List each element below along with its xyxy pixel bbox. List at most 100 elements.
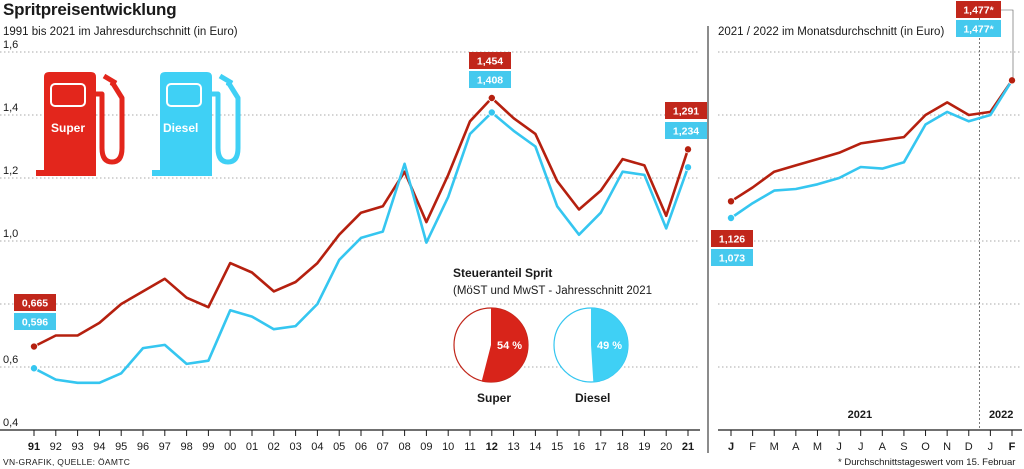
x-tick-label: 21: [682, 441, 694, 453]
x-tick-label: 14: [529, 441, 541, 453]
label-diesel-91-text: 0,596: [22, 317, 48, 329]
x-tick-label: 20: [660, 441, 672, 453]
x-tick-label: 98: [180, 441, 192, 453]
x-tick-label: 10: [442, 441, 454, 453]
label-diesel-12-box: [469, 71, 511, 88]
x-tick-label: 00: [224, 441, 236, 453]
label-super-12-box: [469, 52, 511, 69]
year-label-2022: 2022: [989, 409, 1013, 421]
chart-title: Spritpreisentwicklung: [3, 0, 177, 19]
x-tick-label: 08: [398, 441, 410, 453]
x-tick-label: 96: [137, 441, 149, 453]
month-tick-label: J: [836, 441, 842, 453]
x-tick-label: 12: [486, 441, 498, 453]
x-tick-label: 99: [202, 441, 214, 453]
month-tick-label: J: [728, 441, 734, 453]
x-tick-label: 18: [616, 441, 628, 453]
label-super-91-text: 0,665: [22, 298, 48, 310]
y-tick-label: 1,4: [3, 102, 18, 114]
x-tick-label: 16: [573, 441, 585, 453]
y-tick-label: 1,6: [3, 39, 18, 51]
diesel-pie-percent: 49 %: [597, 340, 622, 352]
super-tax-pie: 54 % Super: [453, 307, 529, 405]
month-tick-label: F: [1009, 441, 1016, 453]
label-diesel-jan21-box: [711, 249, 753, 266]
labels-layer: 0,665 0,596 1,454 1,408 1,291 1,234 1,126 1,073…: [14, 1, 1014, 330]
label-diesel-21-box: [665, 122, 707, 139]
month-tick-label: J: [858, 441, 864, 453]
x-tick-label: 06: [355, 441, 367, 453]
month-tick-label: A: [792, 441, 800, 453]
diesel-peak-dot: [487, 108, 496, 117]
x-tick-label: 02: [268, 441, 280, 453]
label-diesel-feb22-box: [956, 20, 1001, 37]
label-super-feb22-box: [956, 1, 1001, 18]
label-super-21-box: [665, 102, 707, 119]
feb22-leader-line: [1001, 9, 1014, 78]
label-diesel-feb22-text: 1,477*: [963, 24, 994, 36]
tax-share-section: Steueranteil Sprit (MöST und MwST - Jahr…: [453, 266, 652, 405]
diesel-pump-icon: Diesel: [152, 72, 241, 176]
super-peak-dot: [487, 93, 496, 102]
diesel-end-dot: [684, 163, 693, 172]
label-super-91-box: [14, 294, 56, 311]
x-tick-label: 19: [638, 441, 650, 453]
super-pie-slice: [481, 308, 528, 382]
x-tick-label: 17: [595, 441, 607, 453]
diesel-tax-pie: 49 % Diesel: [553, 307, 629, 405]
label-diesel-12-text: 1,408: [477, 75, 503, 87]
diesel-pump-label: Diesel: [163, 121, 198, 135]
month-tick-label: M: [770, 441, 779, 453]
x-tick-label: 93: [71, 441, 83, 453]
axis-layer: 0,4 0,6 1,0 1,2 1,4 1,6 91 92 93 94 95 96 97 98 99 00 01…: [0, 26, 1022, 453]
x-tick-label: 05: [333, 441, 345, 453]
label-super-21-text: 1,291: [673, 106, 699, 118]
month-tick-label: S: [900, 441, 907, 453]
super-end-dot: [684, 145, 693, 154]
footnote: * Durchschnittstageswert vom 15. Februar: [838, 457, 1016, 468]
tax-share-subtitle: (MöST und MwST - Jahresschnitt 2021: [453, 285, 652, 297]
month-tick-label: M: [813, 441, 822, 453]
y-tick-label: 0,6: [3, 354, 18, 366]
month-tick-label: N: [943, 441, 951, 453]
x-tick-label: 01: [246, 441, 258, 453]
label-diesel-21-text: 1,234: [673, 126, 699, 138]
monthly-end-dot: [1008, 76, 1017, 85]
diesel-pie-name: Diesel: [575, 391, 610, 405]
x-tick-label: 95: [115, 441, 127, 453]
x-tick-label: 03: [289, 441, 301, 453]
monthly-super-start-dot: [727, 197, 736, 206]
month-tick-label: A: [879, 441, 887, 453]
x-tick-label: 92: [50, 441, 62, 453]
monthly-diesel-line: [730, 79, 1014, 220]
grid-layer: [0, 14, 1020, 430]
label-diesel-91-box: [14, 313, 56, 330]
month-tick-label: J: [988, 441, 994, 453]
right-panel-subtitle: 2021 / 2022 im Monatsdurchschnitt (in Eu…: [718, 26, 945, 38]
left-panel-subtitle: 1991 bis 2021 im Jahresdurchschnitt (in …: [3, 26, 238, 38]
year-label-2021: 2021: [848, 409, 872, 421]
x-tick-label: 13: [507, 441, 519, 453]
annual-diesel-line: [33, 111, 690, 385]
label-super-jan21-box: [711, 230, 753, 247]
label-super-12-text: 1,454: [477, 56, 503, 68]
super-pump-icon: Super: [36, 72, 125, 176]
source-credit: VN-GRAFIK, QUELLE: ÖAMTC: [3, 457, 131, 467]
x-tick-label: 04: [311, 441, 323, 453]
tax-share-title: Steueranteil Sprit: [453, 266, 552, 280]
lines-layer: [29, 76, 1017, 385]
month-tick-label: F: [749, 441, 756, 453]
y-tick-label: 1,0: [3, 228, 18, 240]
super-pump-label: Super: [51, 121, 85, 135]
x-tick-label: 07: [377, 441, 389, 453]
super-pie-percent: 54 %: [497, 340, 522, 352]
month-tick-label: O: [921, 441, 930, 453]
x-tick-label: 15: [551, 441, 563, 453]
y-tick-label: 1,2: [3, 165, 18, 177]
label-diesel-jan21-text: 1,073: [719, 253, 745, 265]
monthly-diesel-start-dot: [727, 214, 736, 223]
annual-super-line: [33, 96, 690, 348]
diesel-pie-slice: [591, 307, 629, 382]
label-super-jan21-text: 1,126: [719, 234, 745, 246]
